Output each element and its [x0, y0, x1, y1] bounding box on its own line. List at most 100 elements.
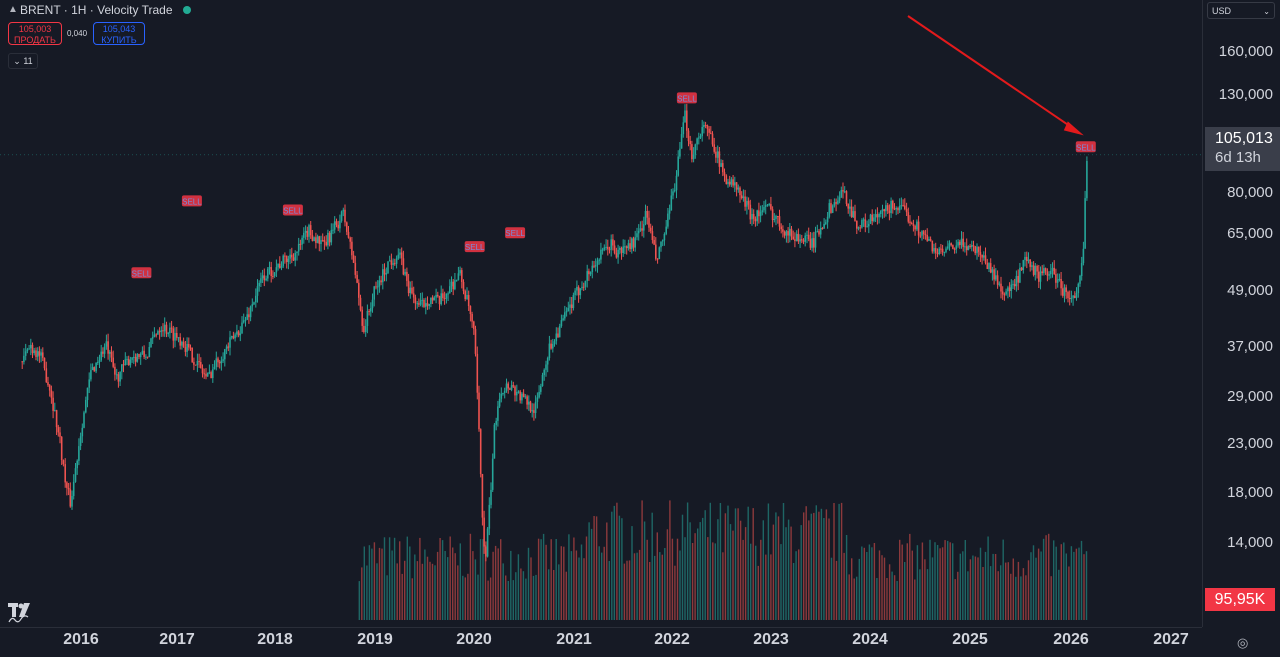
- candle-body: [653, 240, 655, 245]
- volume-bar: [661, 554, 663, 620]
- candle-body: [294, 252, 296, 261]
- sell-signal-label: SELL: [677, 94, 697, 103]
- candle-body: [241, 322, 243, 334]
- candle-body: [115, 374, 118, 376]
- candle-body: [667, 213, 669, 227]
- candle-body: [157, 331, 159, 335]
- volume-bar: [666, 529, 669, 620]
- sell-button[interactable]: 105,003 ПРОДАТЬ: [8, 22, 62, 45]
- candle-body: [404, 271, 406, 275]
- buy-button[interactable]: 105,043 КУПИТЬ: [93, 22, 145, 45]
- candle-body: [672, 191, 674, 196]
- price-chart[interactable]: SELL SELL SELL SELL SELL SELL SELL: [0, 0, 1202, 627]
- sell-price: 105,003: [18, 24, 52, 34]
- candle-body: [253, 302, 255, 305]
- candle-body: [1079, 276, 1081, 284]
- tradingview-logo-icon[interactable]: [8, 601, 32, 623]
- volume-bar: [616, 502, 618, 620]
- candle-body: [821, 228, 824, 230]
- volume-bar: [929, 539, 931, 620]
- volume-bar: [739, 520, 742, 620]
- volume-bar: [545, 544, 547, 620]
- volume-bar: [989, 566, 992, 620]
- candle-body: [947, 246, 949, 249]
- candle-body: [131, 357, 133, 360]
- candle-body: [934, 248, 937, 253]
- year-tick: 2016: [63, 631, 99, 648]
- volume-bar: [838, 503, 840, 620]
- candle-body: [1039, 271, 1042, 282]
- volume-bar: [1040, 551, 1042, 620]
- volume-bar: [714, 543, 716, 620]
- candle-body: [100, 351, 102, 361]
- volume-bar: [787, 519, 790, 620]
- candle-body: [734, 182, 736, 186]
- volume-bar: [861, 546, 863, 620]
- volume-bar: [810, 513, 812, 620]
- volume-bar: [386, 575, 388, 620]
- candle-body: [924, 234, 927, 236]
- candle-body: [452, 281, 454, 290]
- volume-bar: [399, 541, 401, 620]
- candle-body: [989, 263, 992, 273]
- candle-body: [1036, 266, 1038, 272]
- volume-bar: [734, 508, 737, 620]
- currency-select[interactable]: USD ⌄: [1207, 2, 1275, 19]
- gear-icon[interactable]: ◎: [1237, 635, 1249, 650]
- candle-body: [526, 396, 528, 405]
- volume-bar: [878, 550, 881, 620]
- candle-body: [282, 255, 284, 267]
- annotation-arrowhead: [1063, 121, 1084, 136]
- candle-body: [181, 341, 183, 346]
- volume-bar: [1010, 573, 1012, 620]
- candle-body: [289, 254, 291, 259]
- candle-body: [931, 240, 934, 252]
- candle-body: [1046, 271, 1049, 276]
- volume-bar: [477, 574, 479, 620]
- candle-body: [1019, 267, 1021, 283]
- volume-bar: [798, 549, 800, 620]
- volume-bar: [737, 508, 739, 620]
- candle-body: [297, 243, 300, 252]
- candle-body: [737, 187, 740, 190]
- symbol-title[interactable]: BRENT · 1H · Velocity Trade: [20, 3, 173, 17]
- volume-bar: [1053, 540, 1055, 620]
- candle-body: [890, 200, 892, 214]
- candle-body: [886, 205, 889, 211]
- candle-body: [574, 290, 576, 295]
- indicators-toggle[interactable]: ⌄ 11: [8, 53, 38, 69]
- volume-bar: [381, 548, 383, 620]
- candle-body: [830, 203, 832, 213]
- volume-bar: [805, 506, 807, 620]
- volume-bar: [866, 552, 868, 620]
- volume-bar: [512, 580, 514, 620]
- candle-body: [916, 221, 918, 230]
- volume-bar: [611, 511, 613, 620]
- volume-bar: [744, 527, 747, 620]
- chart-canvas[interactable]: SELL SELL SELL SELL SELL SELL SELL: [0, 0, 1202, 627]
- candle-body: [922, 231, 925, 235]
- candle-body: [766, 204, 769, 206]
- candle-body: [320, 240, 322, 244]
- candle-body: [629, 243, 631, 249]
- price-axis[interactable]: [1202, 0, 1280, 627]
- candle-body: [340, 211, 343, 221]
- candle-body: [1048, 274, 1050, 276]
- candle-body: [576, 286, 578, 291]
- volume-bar: [391, 550, 393, 620]
- volume-bar: [760, 539, 762, 620]
- volume-bar: [835, 560, 838, 620]
- volume-bar: [957, 571, 959, 620]
- candle-body: [208, 372, 211, 374]
- candle-body: [215, 358, 218, 367]
- candle-body: [191, 348, 193, 363]
- time-axis[interactable]: 2016 2017 2018 2019 2020 2021 2022 2023 …: [0, 627, 1202, 657]
- volume-bar: [871, 547, 873, 620]
- candle-body: [663, 234, 666, 241]
- candle-body: [977, 246, 980, 252]
- candle-body: [263, 275, 266, 281]
- candle-body: [641, 228, 643, 231]
- volume-bar: [560, 546, 562, 620]
- volume-bar: [959, 553, 961, 620]
- candle-body: [371, 299, 374, 309]
